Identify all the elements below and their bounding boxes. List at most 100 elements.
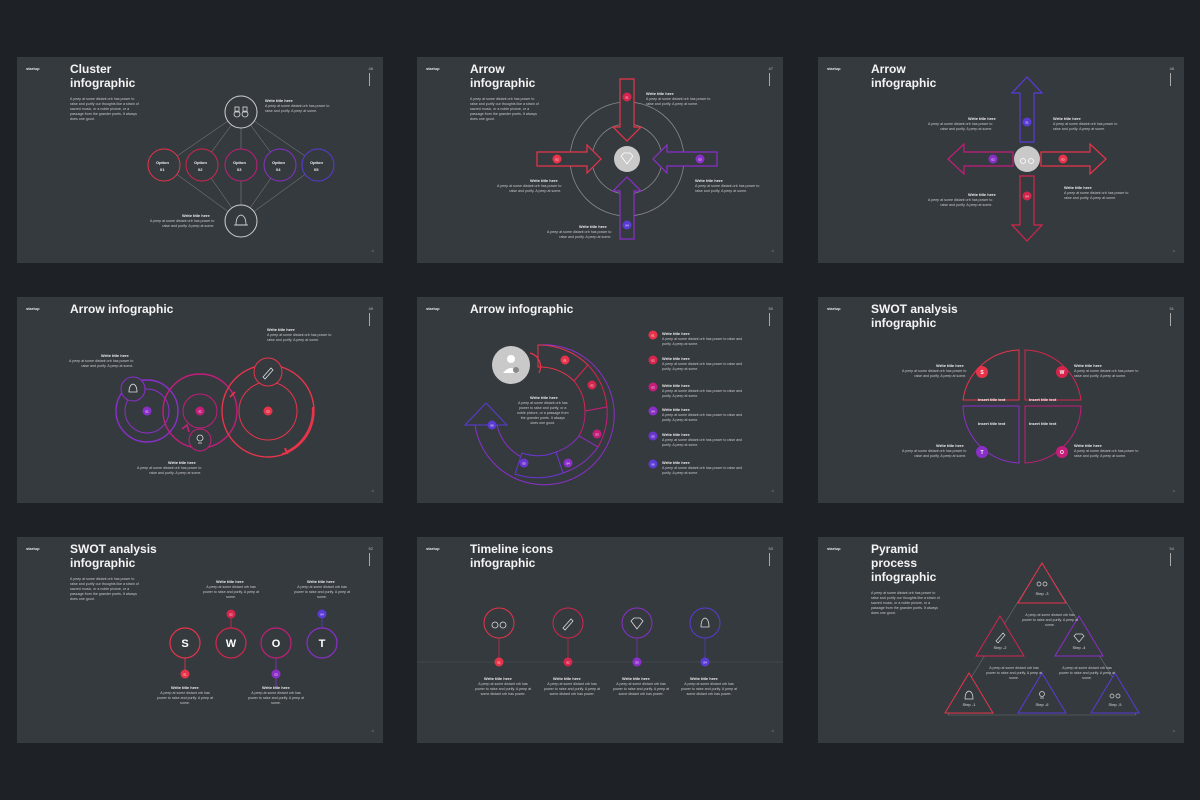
step-label: Step -3 <box>1036 591 1050 596</box>
timeline-diagram: 01 02 03 04 <box>417 607 783 667</box>
swot-letter: O <box>1060 450 1064 456</box>
page-number: 54 <box>1169 546 1174 551</box>
slide-timeline-icons[interactable]: startup Timeline icons infographic 53 01… <box>417 537 783 743</box>
list-item-title: Write title here <box>662 407 690 412</box>
step-label: Step -4 <box>1073 645 1087 650</box>
slide-swot-letters[interactable]: startup SWOT analysis infographic 52 A p… <box>17 537 383 743</box>
item-title: Write title here <box>171 685 199 690</box>
slide-title: Timeline icons infographic <box>470 542 554 570</box>
page-number: 50 <box>768 306 773 311</box>
badge-number: 04 <box>1025 195 1029 199</box>
pyramid-diagram: Step -3 Step -2 Step -4 Step -1 Step -6 … <box>944 562 1140 716</box>
list-badge: 06 <box>651 463 655 467</box>
step-description: A peep at some distant orb has power to … <box>1022 613 1079 627</box>
timeline-title: Write title here <box>622 676 650 681</box>
badge-number: 01 <box>145 410 149 414</box>
option-number: 03 <box>237 167 242 172</box>
slide-arrow-infographic-ring[interactable]: startup Arrow infographic 47 A peep at s… <box>417 57 783 263</box>
slide-arrow-infographic-cross[interactable]: startup Arrow infographic 48 01 02 03 04… <box>818 57 1184 263</box>
list-item-description: A peep at some distant orb has power to … <box>662 337 743 346</box>
badge-number: 01 <box>497 661 501 665</box>
slide-cluster-infographic[interactable]: startup Cluster infographic 46 A peep at… <box>17 57 383 263</box>
item-title: Write title here <box>579 224 607 229</box>
page-divider <box>369 73 370 86</box>
item-description: A peep at some distant orb has power to … <box>1074 369 1139 378</box>
item-description: A peep at some distant orb has power to … <box>137 466 202 475</box>
badge-number: 04 <box>703 661 707 665</box>
diamond-icon <box>621 607 653 639</box>
bell-icon <box>120 376 146 402</box>
center-description: A peep at some distant orb has power to … <box>517 401 569 425</box>
step-label: Step -5 <box>1109 702 1123 707</box>
slide-pyramid-process[interactable]: startup Pyramid process infographic 54 A… <box>818 537 1184 743</box>
item-description: A peep at some distant orb has power to … <box>695 184 760 193</box>
slide-title: SWOT analysis infographic <box>871 302 958 330</box>
brand-label: startup <box>827 66 841 71</box>
footer-glyph: ^ <box>1172 730 1175 736</box>
brand-label: startup <box>827 546 841 551</box>
item-description: A peep at some distant orb has power to … <box>265 104 330 113</box>
swot-letter: T <box>319 638 326 650</box>
option-number: 04 <box>276 167 281 172</box>
list-item-title: Write title here <box>662 331 690 336</box>
bell-icon <box>964 690 974 700</box>
brand-label: startup <box>26 546 40 551</box>
list-item-description: A peep at some distant orb has power to … <box>662 362 743 371</box>
swot-letter: S <box>181 638 188 650</box>
option-label: Option <box>310 160 323 165</box>
slide-description: A peep at some distant orb has power to … <box>70 97 139 121</box>
bulb-icon <box>188 428 212 452</box>
timeline-description: A peep at some distant orb has power to … <box>475 682 532 696</box>
badge-number: 03 <box>698 158 702 162</box>
badge-number: 03 <box>274 673 278 677</box>
item-title: Write title here <box>695 178 723 183</box>
timeline-description: A peep at some distant orb has power to … <box>681 682 738 696</box>
arrow-cross-diagram: 01 02 03 04 <box>947 76 1107 242</box>
footer-glyph: ^ <box>771 730 774 736</box>
badge-number: 04 <box>320 613 324 617</box>
slide-arrow-infographic-circles[interactable]: startup Arrow infographic 49 01 02 03 Wr… <box>17 297 383 503</box>
timeline-title: Write title here <box>484 676 512 681</box>
option-label: Option <box>194 160 207 165</box>
badge-number: 04 <box>566 462 570 466</box>
quadrant-label: Insert title text <box>978 397 1006 402</box>
binoculars-icon <box>1014 146 1040 172</box>
binoculars-icon <box>1109 693 1121 699</box>
pencil-icon <box>253 357 283 387</box>
user-money-icon <box>492 346 530 384</box>
item-description: A peep at some distant orb has power to … <box>69 359 134 368</box>
option-label: Option <box>272 160 285 165</box>
page-number: 51 <box>1169 306 1174 311</box>
badge-number: 03 <box>266 410 270 414</box>
slide-description: A peep at some distant orb has power to … <box>871 591 940 615</box>
quadrant-label: Insert title text <box>978 421 1006 426</box>
slide-swot-circle[interactable]: startup SWOT analysis infographic 51 S W… <box>818 297 1184 503</box>
footer-glyph: ^ <box>1172 250 1175 256</box>
step-label: Step -2 <box>994 645 1008 650</box>
list-badge: 02 <box>651 359 655 363</box>
item-description: A peep at some distant orb has power to … <box>248 691 305 705</box>
option-label: Option <box>233 160 246 165</box>
item-title: Write title here <box>101 353 129 358</box>
badge-number: 01 <box>1025 121 1029 125</box>
circles-diagram: 01 02 03 <box>115 357 315 458</box>
brand-label: startup <box>26 306 40 311</box>
slide-arrow-infographic-segments[interactable]: startup Arrow infographic 50 01 02 03 04… <box>417 297 783 503</box>
item-description: A peep at some distant orb has power to … <box>646 97 711 106</box>
swot-letter: W <box>1060 370 1065 376</box>
page-number: 49 <box>368 306 373 311</box>
brand-label: startup <box>426 546 440 551</box>
item-description: A peep at some distant orb has power to … <box>902 369 967 378</box>
item-description: A peep at some distant orb has power to … <box>203 585 260 599</box>
item-description: A peep at some distant orb has power to … <box>928 122 993 131</box>
slide-title: Cluster infographic <box>70 62 136 90</box>
badge-number: 05 <box>522 462 526 466</box>
badge-number: 01 <box>563 359 567 363</box>
bulb-icon <box>1039 691 1045 699</box>
item-description: A peep at some distant orb has power to … <box>267 333 332 342</box>
brand-label: startup <box>426 66 440 71</box>
item-title: Write title here <box>216 579 244 584</box>
step-description: A peep at some distant orb has power to … <box>1059 666 1116 680</box>
item-title: Write title here <box>307 579 335 584</box>
option-number: 01 <box>160 167 165 172</box>
